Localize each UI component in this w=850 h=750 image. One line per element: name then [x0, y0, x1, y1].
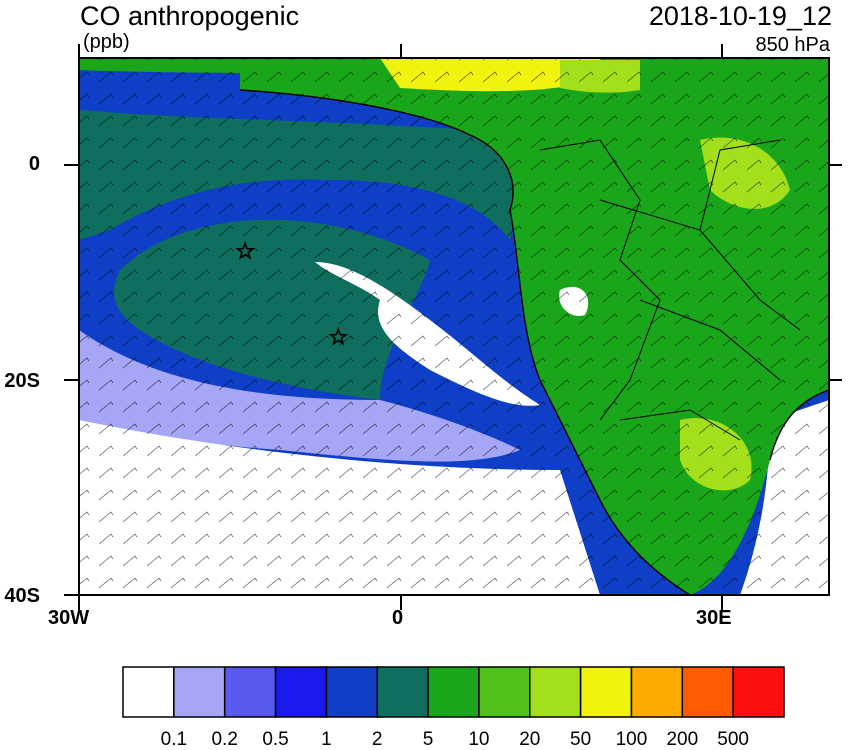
colorbar	[122, 666, 785, 718]
colorbar-swatch-5	[376, 666, 429, 718]
colorbar-swatch-12	[732, 666, 785, 718]
colorbar-label-7: 20	[519, 729, 541, 750]
star-marker-2	[328, 326, 349, 346]
x-tick-label-30w: 30W	[48, 607, 90, 629]
axis-ticks	[64, 44, 842, 610]
colorbar-label-0: 0.1	[160, 729, 188, 750]
colorbar-label-9: 100	[615, 729, 648, 750]
map-field	[79, 58, 829, 595]
colorbar-swatch-10	[630, 666, 684, 718]
y-tick-label-20s: 20S	[4, 370, 40, 392]
x-tick-label-30e: 30E	[696, 607, 732, 629]
colorbar-swatch-6	[427, 666, 480, 718]
colorbar-swatch-9	[579, 666, 633, 718]
colorbar-label-5: 5	[422, 729, 434, 750]
colorbar-label-2: 0.5	[262, 729, 289, 750]
colorbar-swatch-0	[122, 666, 175, 718]
pressure-level-label: 850 hPa	[755, 34, 830, 56]
colorbar-label-8: 50	[570, 729, 592, 750]
colorbar-swatch-4	[325, 666, 378, 718]
station-markers	[235, 240, 349, 346]
map-title: CO anthropogenic	[80, 1, 300, 31]
east-coastline	[769, 389, 829, 461]
x-tick-label-0: 0	[392, 607, 404, 629]
plot-frame	[78, 57, 830, 596]
colorbar-swatch-7	[478, 666, 531, 718]
colorbar-label-6: 10	[468, 729, 490, 750]
y-tick-label-0: 0	[28, 153, 40, 175]
coastline	[239, 89, 691, 595]
units-label: (ppb)	[83, 31, 130, 53]
colorbar-swatch-1	[173, 666, 226, 718]
colorbar-label-4: 2	[371, 729, 383, 750]
colorbar-label-11: 500	[717, 729, 749, 750]
colorbar-label-10: 200	[666, 729, 699, 750]
colorbar-swatch-11	[681, 666, 734, 718]
star-marker-1	[235, 240, 255, 260]
country-borders	[539, 139, 801, 441]
colorbar-label-3: 1	[321, 729, 332, 750]
colorbar-swatch-8	[529, 666, 582, 718]
wind-barbs	[79, 58, 829, 595]
datetime-label: 2018-10-19_12	[648, 1, 832, 31]
colorbar-swatch-2	[223, 666, 277, 718]
y-tick-label-40s: 40S	[4, 585, 40, 607]
colorbar-swatch-3	[274, 666, 328, 718]
colorbar-label-1: 0.2	[211, 729, 238, 750]
